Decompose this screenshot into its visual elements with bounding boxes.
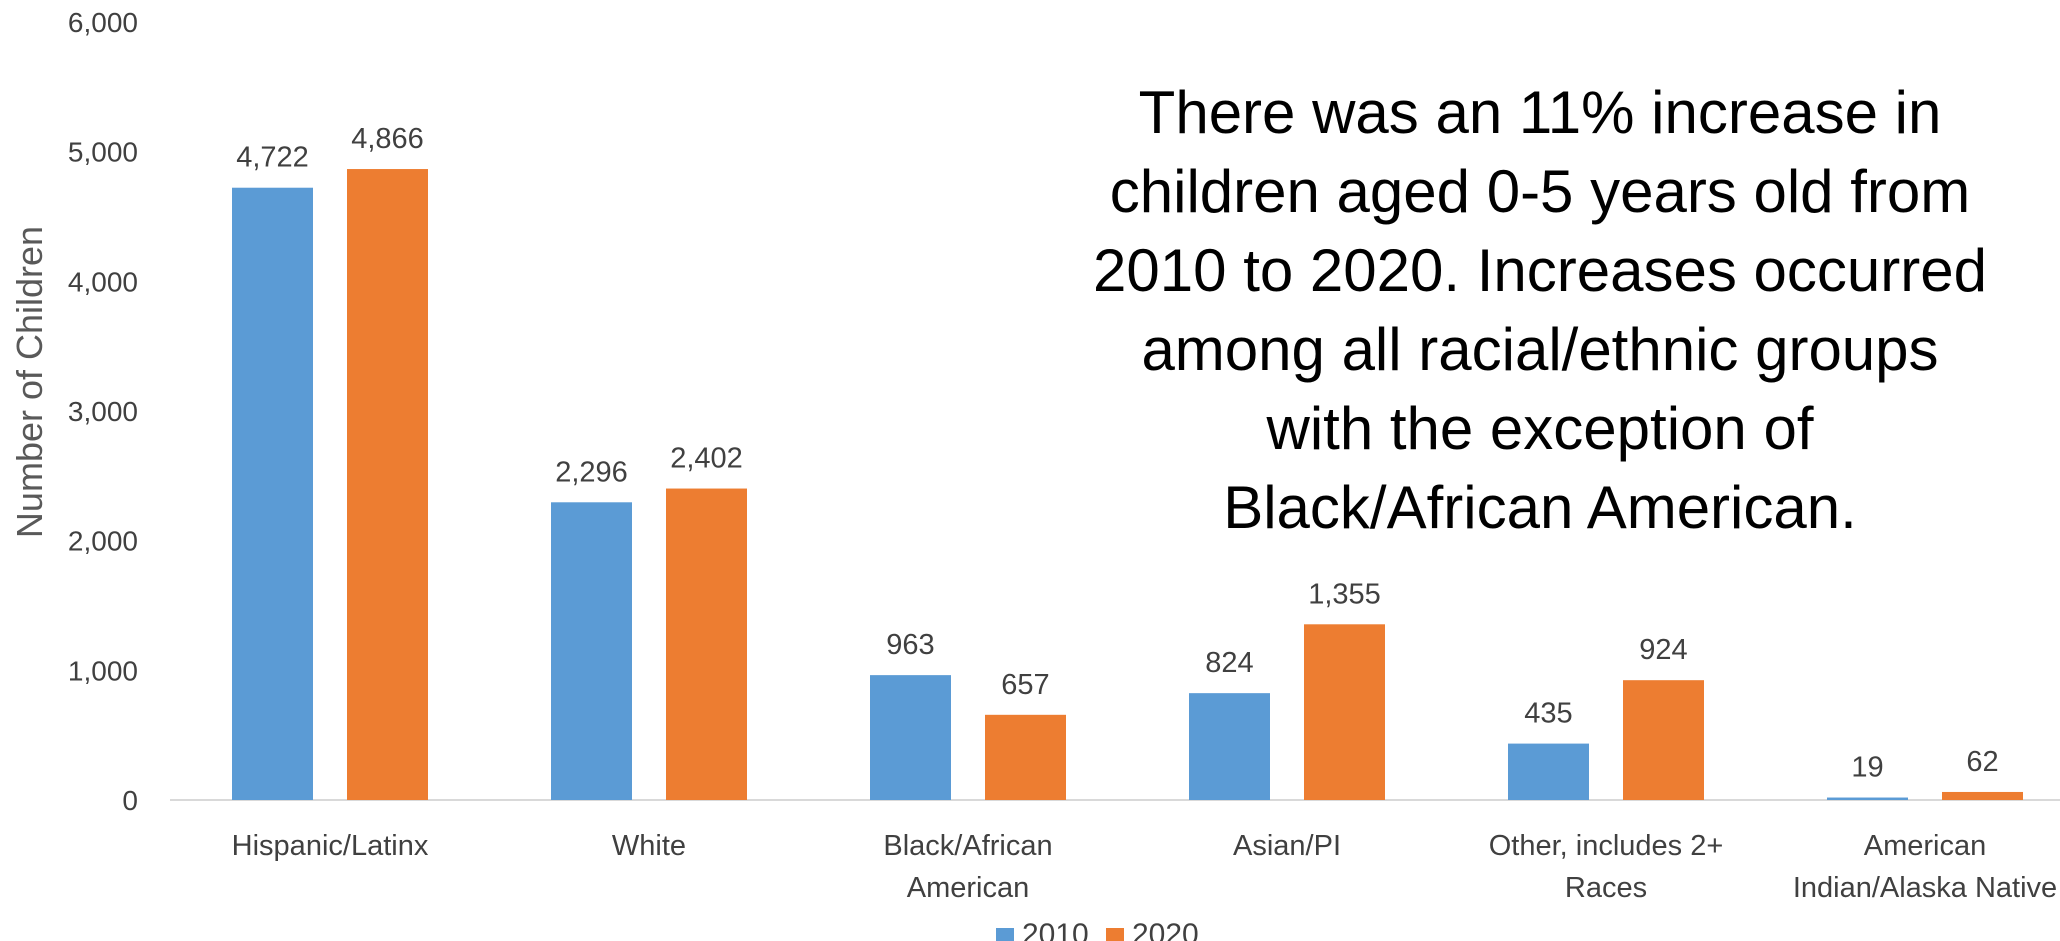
- bar-2020: [985, 714, 1066, 800]
- legend-swatch-2010: [996, 928, 1014, 941]
- x-category-label: White: [612, 830, 686, 862]
- y-axis-title-group: Number of Children: [9, 226, 50, 538]
- y-tick-label: 2,000: [68, 526, 138, 557]
- y-tick-label: 6,000: [68, 7, 138, 38]
- y-tick-label: 4,000: [68, 266, 138, 297]
- x-category-label: Races: [1565, 872, 1647, 904]
- y-axis: 0 1,000 2,000 3,000 4,000 5,000 6,000: [68, 7, 138, 816]
- data-label-2020: 4,866: [351, 123, 424, 155]
- data-label-2010: 4,722: [236, 142, 309, 174]
- data-label-2020: 924: [1639, 634, 1687, 666]
- data-label-2010: 2,296: [555, 456, 628, 488]
- bar-2020: [1623, 680, 1704, 800]
- y-axis-title: Number of Children: [9, 226, 50, 538]
- legend-swatch-2020: [1106, 928, 1124, 941]
- bar-2020: [347, 169, 428, 801]
- bar-2010: [1508, 743, 1589, 800]
- bar-2010: [870, 675, 951, 800]
- legend-label-2020: 2020: [1132, 918, 1199, 941]
- data-label-2020: 657: [1001, 669, 1049, 701]
- annotation-line: with the exception of: [1265, 395, 1813, 462]
- bar-2010: [1189, 693, 1270, 800]
- x-category-label: Indian/Alaska Native: [1793, 872, 2057, 904]
- data-label-2020: 1,355: [1308, 578, 1381, 610]
- annotation-line: 2010 to 2020. Increases occurred: [1093, 237, 1987, 304]
- bar-2020: [1304, 624, 1385, 800]
- annotation-line: Black/African American.: [1223, 474, 1857, 541]
- legend-label-2010: 2010: [1022, 918, 1089, 941]
- annotation-line: children aged 0-5 years old from: [1110, 158, 1970, 225]
- y-tick-label: 1,000: [68, 655, 138, 686]
- y-tick-label: 5,000: [68, 137, 138, 168]
- data-labels: 4,722 4,866 2,296 2,402 963 657 824 1,355 435 924…: [236, 123, 1998, 783]
- bar-2010: [551, 502, 632, 800]
- x-category-label: Asian/PI: [1233, 830, 1341, 862]
- annotation-line: among all racial/ethnic groups: [1141, 316, 1938, 383]
- bar-2010: [232, 187, 313, 801]
- bar-2020: [666, 488, 747, 800]
- y-tick-label: 0: [122, 785, 138, 816]
- x-category-label: Black/African: [883, 830, 1052, 862]
- data-label-2020: 2,402: [670, 443, 743, 475]
- x-axis-labels: Hispanic/Latinx White Black/African America…: [232, 830, 2058, 904]
- data-label-2010: 824: [1205, 647, 1253, 679]
- bar-2020: [1942, 791, 2023, 800]
- legend: 2010 2020: [996, 918, 1199, 941]
- y-tick-label: 3,000: [68, 396, 138, 427]
- data-label-2010: 19: [1851, 752, 1883, 784]
- annotation: There was an 11% increase in children age…: [1093, 79, 1987, 541]
- annotation-line: There was an 11% increase in: [1139, 79, 1942, 146]
- x-category-label: Hispanic/Latinx: [232, 830, 429, 862]
- data-label-2010: 435: [1524, 698, 1572, 730]
- x-category-label: American: [1864, 830, 1987, 862]
- data-label-2020: 62: [1966, 746, 1998, 778]
- bars: [232, 169, 2023, 801]
- x-category-label: American: [907, 872, 1030, 904]
- bar-2010: [1827, 797, 1908, 800]
- data-label-2010: 963: [886, 629, 934, 661]
- x-category-label: Other, includes 2+: [1489, 830, 1724, 862]
